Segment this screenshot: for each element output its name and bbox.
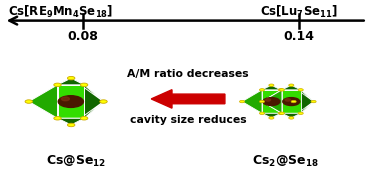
Polygon shape <box>242 85 271 101</box>
Polygon shape <box>271 85 294 101</box>
Circle shape <box>289 117 294 119</box>
Polygon shape <box>71 78 104 101</box>
Circle shape <box>278 89 284 91</box>
Polygon shape <box>291 85 314 101</box>
Circle shape <box>279 89 285 91</box>
Circle shape <box>58 96 84 107</box>
Text: $\mathbf{Cs_2@Se_{18}}$: $\mathbf{Cs_2@Se_{18}}$ <box>252 154 319 169</box>
Circle shape <box>259 112 265 115</box>
Circle shape <box>240 100 245 103</box>
Text: 0.08: 0.08 <box>68 30 99 43</box>
Circle shape <box>81 83 88 87</box>
Polygon shape <box>71 101 104 125</box>
Polygon shape <box>282 85 301 90</box>
Circle shape <box>298 112 303 115</box>
Circle shape <box>67 123 75 127</box>
Text: $\mathbf{Cs@Se_{12}}$: $\mathbf{Cs@Se_{12}}$ <box>45 154 106 169</box>
Polygon shape <box>242 90 262 113</box>
Polygon shape <box>262 90 281 113</box>
Circle shape <box>269 117 274 119</box>
Polygon shape <box>262 85 291 101</box>
Polygon shape <box>57 78 84 85</box>
Polygon shape <box>262 90 282 113</box>
Polygon shape <box>57 118 84 125</box>
Circle shape <box>298 89 303 91</box>
Circle shape <box>25 100 33 103</box>
Text: A/M ratio decreases: A/M ratio decreases <box>127 69 249 79</box>
Polygon shape <box>262 113 281 118</box>
Circle shape <box>54 117 61 120</box>
Circle shape <box>54 83 61 87</box>
Polygon shape <box>262 85 281 90</box>
Circle shape <box>81 117 88 120</box>
Circle shape <box>289 84 294 86</box>
Polygon shape <box>291 101 314 118</box>
Text: 0.14: 0.14 <box>283 30 314 43</box>
Polygon shape <box>271 101 294 118</box>
Circle shape <box>291 100 296 103</box>
Circle shape <box>311 100 316 103</box>
Polygon shape <box>29 101 71 125</box>
Polygon shape <box>281 90 294 113</box>
Text: $\mathbf{Cs[Lu_7Se_{11}]}$: $\mathbf{Cs[Lu_7Se_{11}]}$ <box>260 4 338 20</box>
Polygon shape <box>262 85 281 90</box>
Circle shape <box>62 97 70 101</box>
Circle shape <box>269 84 274 86</box>
Circle shape <box>279 112 285 115</box>
Polygon shape <box>84 85 104 118</box>
Circle shape <box>259 89 265 91</box>
Circle shape <box>278 112 284 115</box>
Circle shape <box>100 100 107 103</box>
Circle shape <box>283 98 300 105</box>
Circle shape <box>285 99 290 101</box>
Text: $\mathbf{Cs[RE_9Mn_4Se_{18}]}$: $\mathbf{Cs[RE_9Mn_4Se_{18}]}$ <box>8 4 113 20</box>
Polygon shape <box>282 113 301 118</box>
Text: cavity size reduces: cavity size reduces <box>130 115 246 125</box>
Polygon shape <box>282 90 301 113</box>
Circle shape <box>67 76 75 80</box>
Polygon shape <box>29 85 57 118</box>
Polygon shape <box>242 101 271 118</box>
Polygon shape <box>282 113 301 118</box>
Polygon shape <box>57 85 84 118</box>
Polygon shape <box>57 118 84 125</box>
Polygon shape <box>262 101 291 118</box>
Circle shape <box>265 99 271 101</box>
Circle shape <box>259 100 265 103</box>
FancyArrow shape <box>151 90 225 108</box>
Circle shape <box>263 98 280 105</box>
Polygon shape <box>57 78 84 85</box>
Polygon shape <box>262 113 281 118</box>
Polygon shape <box>29 78 71 101</box>
Polygon shape <box>282 85 301 90</box>
Polygon shape <box>301 90 314 113</box>
